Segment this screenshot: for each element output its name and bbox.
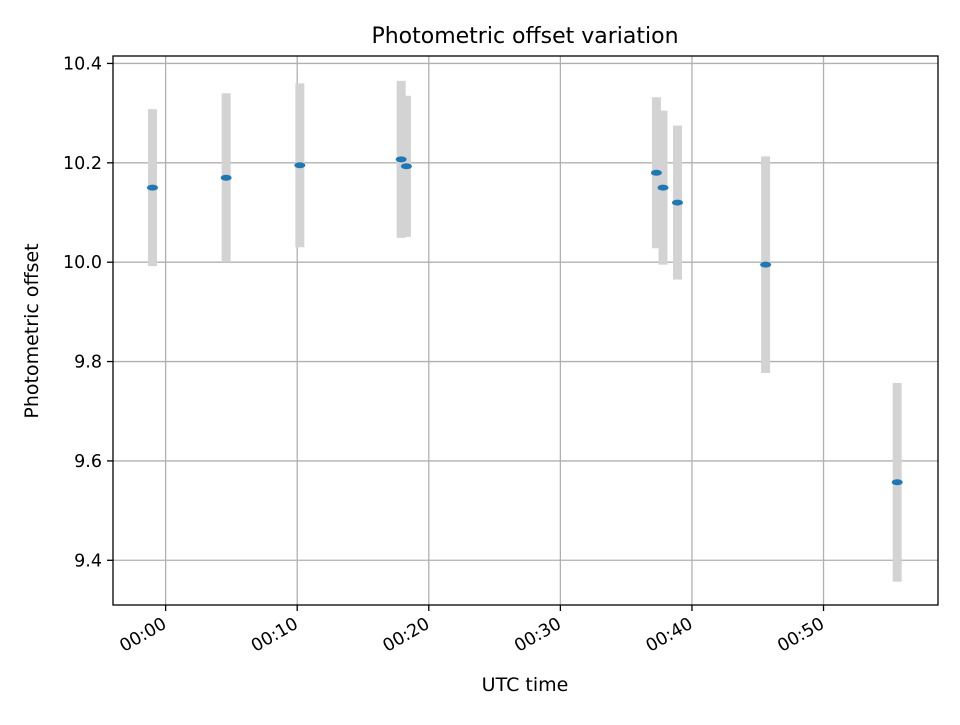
data-point — [650, 169, 662, 176]
data-points — [146, 156, 903, 486]
y-tick-label: 9.6 — [74, 452, 102, 472]
y-tick-label: 10.0 — [63, 253, 102, 273]
data-point — [400, 163, 412, 170]
data-point — [220, 174, 232, 181]
data-point — [146, 184, 158, 191]
data-point — [657, 184, 669, 191]
y-axis-ticks: 9.4 9.6 9.8 10.0 10.2 10.4 — [63, 54, 113, 571]
chart-title: Photometric offset variation — [371, 24, 678, 49]
data-point — [294, 162, 306, 169]
y-tick-label: 9.4 — [74, 551, 102, 571]
y-tick-label: 10.4 — [63, 54, 102, 74]
y-tick-label: 9.8 — [74, 353, 102, 373]
data-point — [671, 199, 683, 206]
data-point — [891, 479, 903, 486]
y-tick-label: 10.2 — [63, 154, 102, 174]
data-point — [395, 156, 407, 163]
x-axis-label: UTC time — [482, 674, 569, 696]
grid-lines — [113, 56, 938, 605]
plot-frame — [112, 55, 939, 606]
y-axis-label: Photometric offset — [21, 243, 43, 418]
data-point — [760, 261, 772, 268]
